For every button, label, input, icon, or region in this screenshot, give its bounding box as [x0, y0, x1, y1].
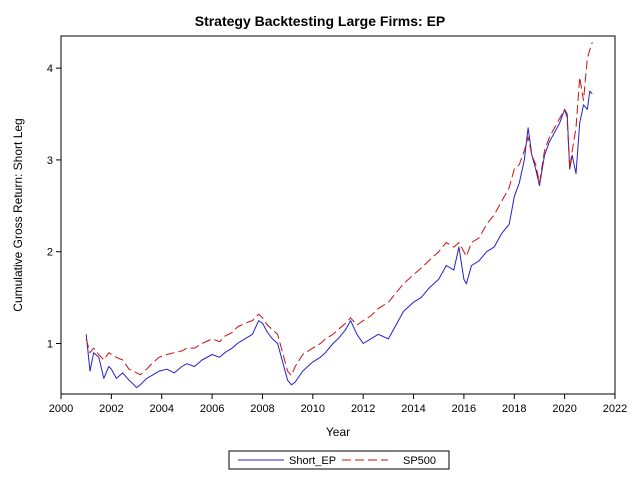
y-tick-label: 3 [47, 155, 53, 167]
x-tick-label: 2022 [603, 403, 627, 415]
series-line-sp500 [85, 42, 593, 377]
y-axis: 1 2 3 4 [47, 63, 61, 351]
x-tick-label: 2004 [149, 403, 173, 415]
plot-area-frame [60, 35, 616, 395]
x-tick-label: 2018 [502, 403, 526, 415]
y-axis-label: Cumulative Gross Return: Short Leg [11, 118, 25, 311]
x-tick-label: 2002 [99, 403, 123, 415]
x-tick-label: 2000 [49, 403, 73, 415]
series-lines [85, 42, 593, 389]
y-tick-label: 2 [47, 247, 53, 259]
y-tick-label: 1 [47, 339, 53, 351]
legend-label: Short_EP [289, 455, 336, 467]
x-tick-label: 2006 [200, 403, 224, 415]
x-tick-label: 2020 [552, 403, 576, 415]
series-line-short-ep [85, 90, 593, 389]
legend-label: SP500 [403, 455, 436, 467]
legend-box [228, 450, 450, 470]
chart-title: Strategy Backtesting Large Firms: EP [195, 13, 446, 29]
x-tick-label: 2016 [452, 403, 476, 415]
x-tick-label: 2014 [401, 403, 425, 415]
x-tick-label: 2010 [301, 403, 325, 415]
y-tick-label: 4 [47, 63, 53, 75]
x-axis: 2000 2002 2004 2006 2008 2010 2012 2014 2016 2018… [49, 394, 627, 415]
x-axis-label: Year [326, 425, 350, 439]
legend: Short_EP SP500 [228, 450, 450, 470]
x-tick-label: 2008 [250, 403, 274, 415]
x-tick-label: 2012 [351, 403, 375, 415]
